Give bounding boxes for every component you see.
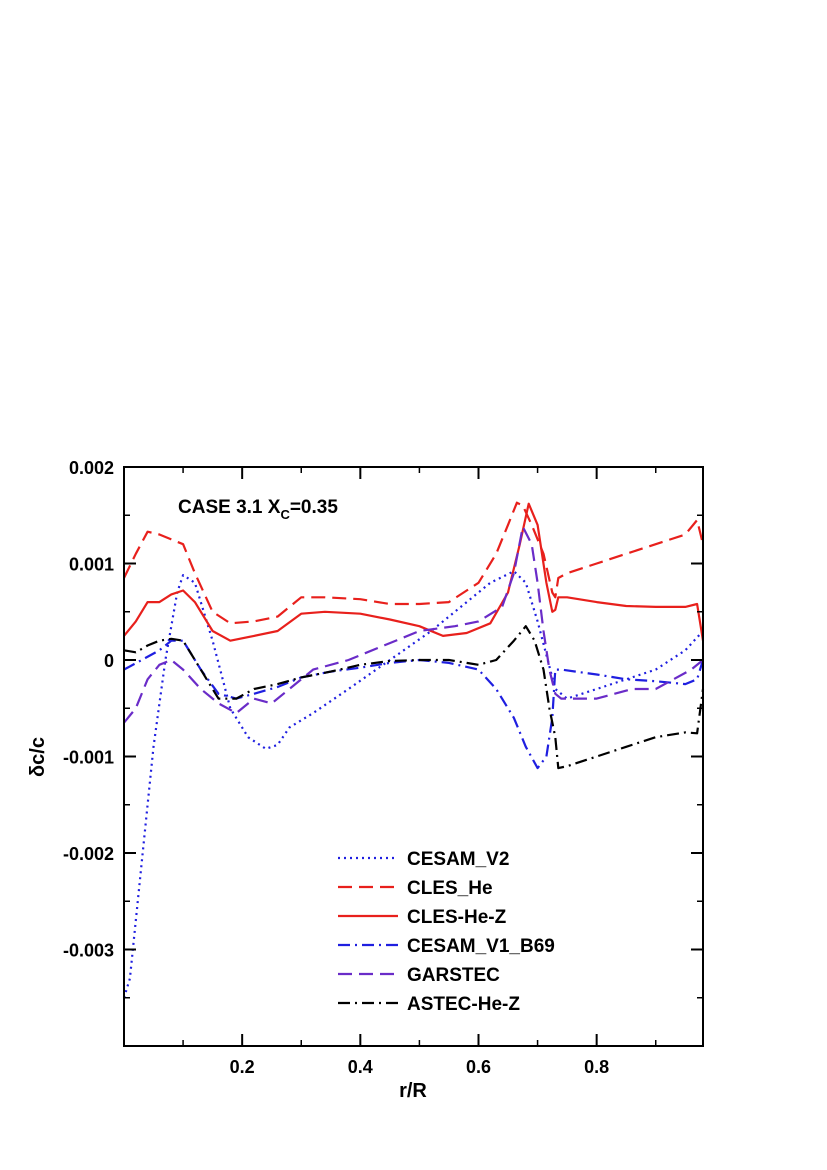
legend: CESAM_V2 CLES_He CLES-He-Z CESAM_V1_B69 GARS…	[338, 849, 555, 1015]
y-tick-label: 0.001	[69, 555, 114, 575]
series-line-cles-he	[123, 501, 705, 625]
y-tick-label: -0.003	[63, 941, 114, 961]
series-line-astec-he-z	[123, 625, 705, 770]
x-tick-label: 0.8	[584, 1057, 609, 1077]
series-line-garstec	[123, 525, 704, 724]
y-tick-label: 0	[104, 651, 114, 671]
legend-label: CESAM_V1_B69	[407, 936, 555, 957]
legend-label: CLES-He-Z	[407, 907, 507, 928]
annotation-subscript: C	[280, 507, 290, 522]
y-tick-label: -0.001	[63, 748, 114, 768]
series-line-cesam-v2	[122, 570, 704, 999]
y-tick-label: -0.002	[63, 844, 114, 864]
legend-label: ASTEC-He-Z	[407, 994, 520, 1015]
series-line-cles-he-z	[123, 502, 705, 642]
legend-label: CESAM_V2	[407, 849, 509, 870]
legend-label: GARSTEC	[407, 965, 500, 986]
annotation-suffix: =0.35	[290, 497, 339, 518]
annotation-text: CASE 3.1 X	[178, 497, 281, 518]
legend-label: CLES_He	[407, 878, 493, 899]
ticks-layer: 0.2 0.4 0.6 0.8 0.002 0.001 0 -0.001 -0.002 -0.00…	[63, 458, 703, 1077]
y-tick-label: 0.002	[69, 458, 114, 478]
x-tick-label: 0.6	[466, 1057, 491, 1077]
plot-frame	[123, 466, 704, 1047]
x-tick-label: 0.2	[230, 1057, 255, 1077]
x-tick-label: 0.4	[348, 1057, 373, 1077]
case-annotation: CASE 3.1 XC=0.35	[178, 497, 338, 522]
y-axis-label: δc/c	[27, 737, 49, 777]
series-layer	[122, 501, 705, 999]
x-axis-label: r/R	[399, 1080, 427, 1102]
